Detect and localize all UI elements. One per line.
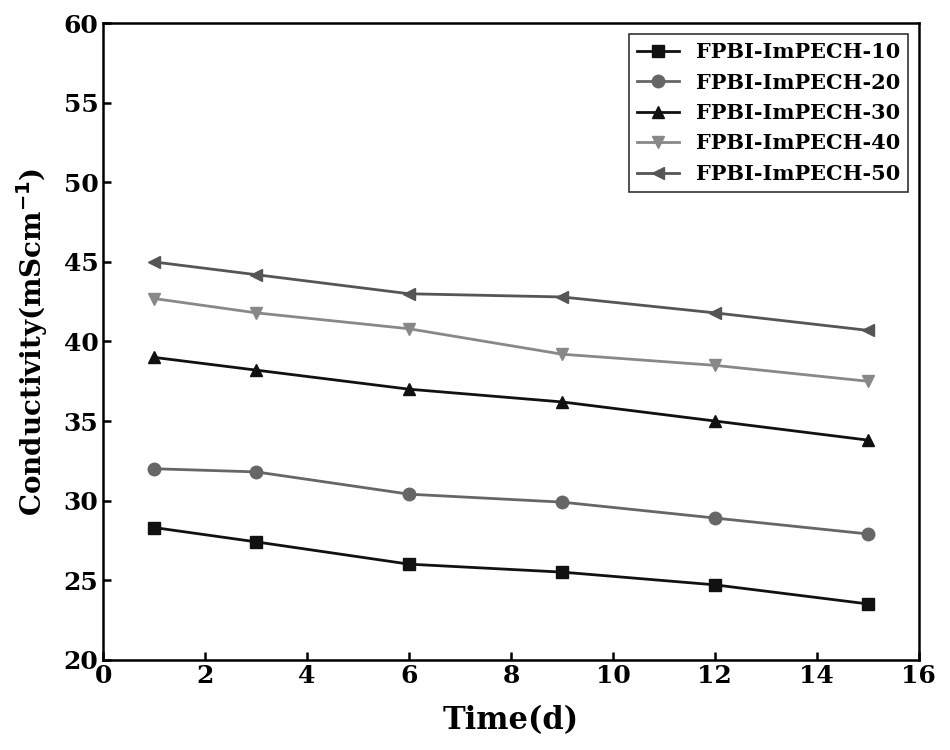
FPBI-ImPECH-10 [862, 599, 873, 608]
FPBI-ImPECH-40 [404, 324, 415, 333]
Line: FPBI-ImPECH-30: FPBI-ImPECH-30 [148, 351, 874, 446]
FPBI-ImPECH-30 [862, 436, 873, 445]
Line: FPBI-ImPECH-20: FPBI-ImPECH-20 [148, 463, 874, 540]
FPBI-ImPECH-50 [862, 326, 873, 334]
Y-axis label: Conductivity(mScm$^{-1}$): Conductivity(mScm$^{-1}$) [14, 167, 49, 515]
FPBI-ImPECH-20 [557, 498, 568, 507]
FPBI-ImPECH-40 [557, 350, 568, 358]
FPBI-ImPECH-30 [709, 416, 720, 425]
FPBI-ImPECH-20 [709, 514, 720, 523]
Line: FPBI-ImPECH-50: FPBI-ImPECH-50 [148, 256, 874, 337]
FPBI-ImPECH-10 [404, 560, 415, 568]
FPBI-ImPECH-40 [709, 361, 720, 370]
Line: FPBI-ImPECH-40: FPBI-ImPECH-40 [148, 292, 874, 388]
FPBI-ImPECH-50 [148, 257, 160, 266]
FPBI-ImPECH-20 [251, 467, 262, 476]
FPBI-ImPECH-50 [251, 270, 262, 279]
FPBI-ImPECH-40 [148, 294, 160, 303]
FPBI-ImPECH-50 [404, 290, 415, 298]
FPBI-ImPECH-10 [709, 580, 720, 590]
FPBI-ImPECH-20 [404, 490, 415, 499]
FPBI-ImPECH-20 [862, 530, 873, 538]
FPBI-ImPECH-20 [148, 464, 160, 473]
FPBI-ImPECH-10 [251, 538, 262, 547]
FPBI-ImPECH-50 [709, 308, 720, 317]
FPBI-ImPECH-50 [557, 292, 568, 302]
FPBI-ImPECH-10 [148, 523, 160, 532]
FPBI-ImPECH-40 [862, 376, 873, 386]
FPBI-ImPECH-40 [251, 308, 262, 317]
Line: FPBI-ImPECH-10: FPBI-ImPECH-10 [148, 521, 874, 610]
Legend: FPBI-ImPECH-10, FPBI-ImPECH-20, FPBI-ImPECH-30, FPBI-ImPECH-40, FPBI-ImPECH-50: FPBI-ImPECH-10, FPBI-ImPECH-20, FPBI-ImP… [629, 34, 908, 192]
FPBI-ImPECH-30 [251, 365, 262, 374]
FPBI-ImPECH-30 [404, 385, 415, 394]
X-axis label: Time(d): Time(d) [443, 705, 580, 736]
FPBI-ImPECH-30 [557, 398, 568, 406]
FPBI-ImPECH-10 [557, 568, 568, 577]
FPBI-ImPECH-30 [148, 353, 160, 362]
